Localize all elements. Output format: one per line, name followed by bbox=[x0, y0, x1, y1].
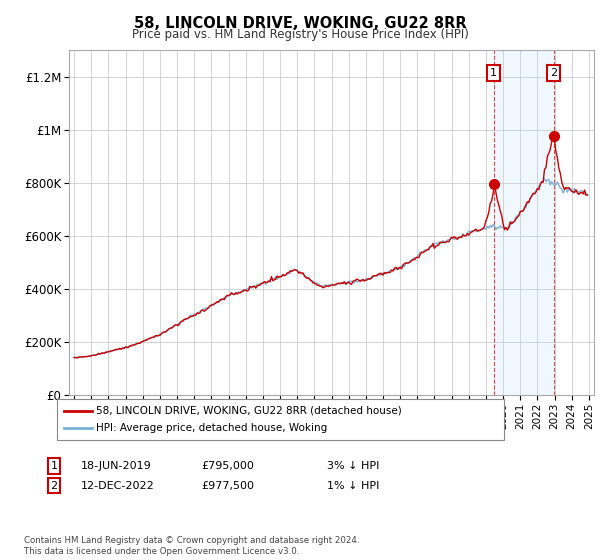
Text: 1: 1 bbox=[50, 461, 58, 471]
Text: Contains HM Land Registry data © Crown copyright and database right 2024.
This d: Contains HM Land Registry data © Crown c… bbox=[24, 536, 359, 556]
Text: 2: 2 bbox=[550, 68, 557, 78]
Text: 58, LINCOLN DRIVE, WOKING, GU22 8RR (detached house): 58, LINCOLN DRIVE, WOKING, GU22 8RR (det… bbox=[96, 405, 402, 416]
Text: HPI: Average price, detached house, Woking: HPI: Average price, detached house, Woki… bbox=[96, 423, 327, 433]
Text: 3% ↓ HPI: 3% ↓ HPI bbox=[327, 461, 379, 471]
Text: 12-DEC-2022: 12-DEC-2022 bbox=[81, 480, 155, 491]
Text: 18-JUN-2019: 18-JUN-2019 bbox=[81, 461, 152, 471]
Text: 1: 1 bbox=[490, 68, 497, 78]
Text: Price paid vs. HM Land Registry's House Price Index (HPI): Price paid vs. HM Land Registry's House … bbox=[131, 28, 469, 41]
Text: 1% ↓ HPI: 1% ↓ HPI bbox=[327, 480, 379, 491]
Text: £977,500: £977,500 bbox=[201, 480, 254, 491]
Text: 58, LINCOLN DRIVE, WOKING, GU22 8RR: 58, LINCOLN DRIVE, WOKING, GU22 8RR bbox=[134, 16, 466, 31]
Bar bbox=[494, 50, 554, 395]
Text: £795,000: £795,000 bbox=[201, 461, 254, 471]
Text: 2: 2 bbox=[50, 480, 58, 491]
